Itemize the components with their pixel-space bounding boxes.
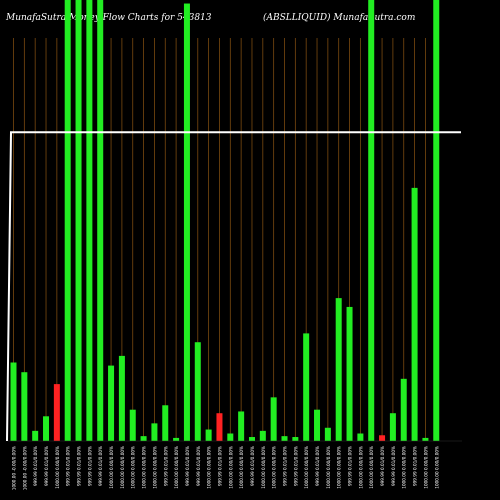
- tick-label: 1000.00 0.00/0.00%: [272, 446, 277, 489]
- tick-label: 1000.00 0.00/0.00%: [261, 446, 266, 489]
- bar: [64, 0, 71, 441]
- bar: [97, 0, 104, 441]
- bar: [43, 416, 50, 441]
- tick-label: 999.99 0.01/0.00%: [163, 446, 168, 486]
- tick-label: 999.99 0.01/0.00%: [66, 446, 71, 486]
- bar: [118, 355, 125, 441]
- bar: [314, 409, 321, 441]
- bar: [346, 306, 353, 441]
- bar: [238, 411, 245, 441]
- level-line: [6, 131, 461, 442]
- tick-label: 1000.00 0.00/0.00%: [207, 446, 212, 489]
- tick-label: 1000.00 0.00/0.00%: [228, 446, 233, 489]
- tick-label: 1000.00 0.00/0.00%: [434, 446, 439, 489]
- bar: [194, 342, 201, 441]
- bar: [53, 384, 60, 441]
- tick-label: 1000.00 0.00/0.00%: [358, 446, 363, 489]
- bar: [162, 405, 169, 441]
- tick-label: 999.99 0.01/0.00%: [283, 446, 288, 486]
- bar: [108, 365, 115, 441]
- tick-label: 999.99 0.01/0.00%: [185, 446, 190, 486]
- bar: [248, 437, 255, 441]
- bar: [389, 413, 396, 441]
- tick-label: 999.99 0.01/0.00%: [33, 446, 38, 486]
- bar: [422, 437, 429, 441]
- bar: [140, 436, 147, 441]
- bar: [183, 3, 190, 441]
- tick-label: 999.99 0.01/0.00%: [87, 446, 92, 486]
- tick-label: 1000.00 0.00/0.00%: [239, 446, 244, 489]
- tick-label: 999.99 0.01/0.00%: [380, 446, 385, 486]
- bar: [32, 430, 39, 441]
- tick-label: 999.99 0.01/0.00%: [217, 446, 222, 486]
- tick-label: 1000.00 0.00/0.00%: [152, 446, 157, 489]
- bar: [151, 423, 158, 441]
- bar: [368, 0, 375, 441]
- bar: [281, 436, 288, 441]
- tick-label: 1000.00 0.00/0.00%: [369, 446, 374, 489]
- chart-title-left: MunafaSutra Money Flow Charts for 543813: [6, 13, 212, 23]
- tick-label: 999.99 0.01/0.00%: [293, 446, 298, 486]
- bar: [227, 433, 234, 441]
- tick-label: 999.99 0.01/0.00%: [413, 446, 418, 486]
- bar: [357, 433, 364, 441]
- tick-label: 1000.00 0.00/0.00%: [109, 446, 114, 489]
- tick-label: 1000.00 0.00/0.00%: [55, 446, 60, 489]
- bar: [303, 333, 310, 441]
- tick-label: 1000.00 0.00/0.00%: [120, 446, 125, 489]
- bar: [400, 378, 407, 441]
- tick-label: 999.99 0.01/0.00%: [98, 446, 103, 486]
- bar: [86, 0, 93, 441]
- tick-label: 1000.00 -0.00/0.00%: [12, 446, 17, 490]
- bar: [411, 187, 418, 441]
- bar: [335, 298, 342, 441]
- tick-label: 1000.00 0.00/0.00%: [402, 446, 407, 489]
- bar: [21, 372, 28, 441]
- tick-label: 1000.00 0.00/0.00%: [423, 446, 428, 489]
- bar: [292, 437, 299, 441]
- bar: [379, 435, 386, 441]
- tick-label: 999.99 0.01/0.00%: [250, 446, 255, 486]
- bar: [259, 430, 266, 441]
- bar: [270, 397, 277, 441]
- tick-label: 1000.00 0.00/0.00%: [337, 446, 342, 489]
- tick-label: 1000.00 0.00/0.00%: [131, 446, 136, 489]
- tick-label: 1000.00 0.00/0.00%: [326, 446, 331, 489]
- bar: [216, 413, 223, 441]
- bar: [433, 0, 440, 441]
- tick-label: 999.99 0.01/0.00%: [44, 446, 49, 486]
- tick-label: 1000.00 0.00/0.00%: [142, 446, 147, 489]
- tick-label: 1000.00 0.00/0.00%: [174, 446, 179, 489]
- bar: [205, 429, 212, 441]
- bar: [75, 0, 82, 441]
- tick-label: 999.99 0.01/0.00%: [391, 446, 396, 486]
- bar: [10, 362, 17, 441]
- tick-label: 999.99 0.01/0.00%: [315, 446, 320, 486]
- chart-title-right: (ABSLLIQUID) MunafaSutra.com: [263, 13, 416, 23]
- bar: [173, 437, 180, 441]
- bar: [324, 427, 331, 441]
- tick-label: 999.99 0.01/0.00%: [348, 446, 353, 486]
- tick-label: 999.99 0.01/0.00%: [77, 446, 82, 486]
- bar: [129, 409, 136, 441]
- tick-label: 1000.00 -0.00/0.00%: [22, 446, 27, 490]
- tick-label: 1000.00 0.00/0.00%: [304, 446, 309, 489]
- tick-label: 999.99 0.01/0.00%: [196, 446, 201, 486]
